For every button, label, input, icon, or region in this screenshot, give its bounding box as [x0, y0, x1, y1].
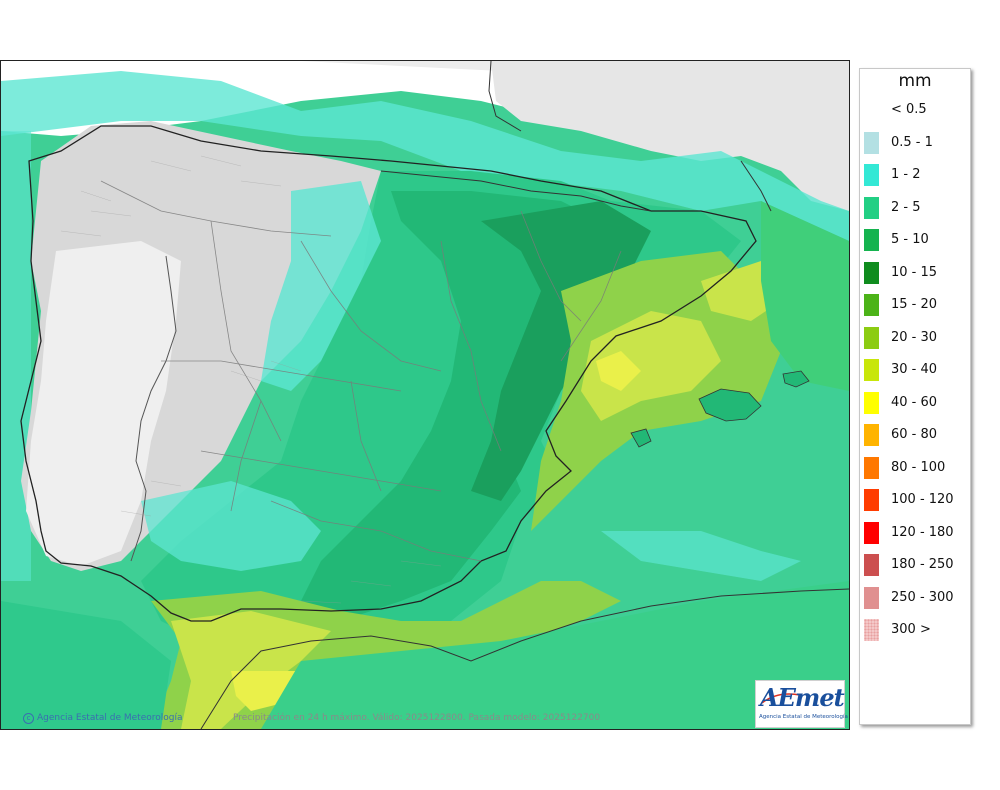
legend-swatch	[864, 586, 879, 609]
aemet-logo: AEmet Agencia Estatal de Meteorología	[755, 680, 848, 728]
credit-text: c Agencia Estatal de Meteorología	[23, 713, 183, 724]
legend-label: 2 - 5	[891, 199, 921, 215]
logo-swoosh-icon	[762, 693, 801, 704]
legend-label: 60 - 80	[891, 427, 938, 442]
logo-first-letter: A	[760, 683, 779, 712]
legend-label: 0.5 - 1	[891, 134, 933, 150]
legend-item: 2 - 5	[864, 196, 968, 219]
legend-label: 5 - 10	[891, 232, 929, 247]
legend-swatch	[864, 521, 879, 544]
legend-label: 250 - 300	[891, 589, 954, 605]
legend-label: 20 - 30	[891, 329, 938, 345]
logo-wordmark: AEmet	[760, 683, 845, 712]
legend-label: 30 - 40	[891, 362, 938, 377]
legend-swatch	[864, 326, 879, 349]
legend-swatch	[864, 229, 879, 251]
legend-item: 5 - 10	[864, 229, 968, 251]
map-caption: Precipitación en 24 h máximo. Válido: 20…	[233, 713, 601, 723]
legend-swatch	[864, 554, 879, 576]
legend-label: 10 - 15	[891, 264, 938, 280]
legend-swatch	[864, 294, 879, 316]
legend-label: 1 - 2	[891, 167, 921, 182]
legend-item: 120 - 180	[864, 521, 968, 544]
legend-swatch	[864, 619, 879, 641]
legend-item: 1 - 2	[864, 164, 968, 186]
legend-swatch	[864, 424, 879, 446]
legend-swatch	[864, 261, 879, 284]
legend-label: < 0.5	[891, 102, 927, 117]
legend-item: 20 - 30	[864, 326, 968, 349]
legend-item: 60 - 80	[864, 424, 968, 446]
legend-item: 0.5 - 1	[864, 131, 968, 154]
legend-item: 100 - 120	[864, 489, 968, 511]
legend-swatch	[864, 456, 879, 479]
legend-item: 40 - 60	[864, 391, 968, 414]
legend-item: 30 - 40	[864, 359, 968, 381]
precipitation-map-image	[1, 61, 849, 729]
logo-rest: Emet	[777, 683, 845, 712]
copyright-icon: c	[23, 713, 34, 724]
logo-subtitle: Agencia Estatal de Meteorología	[759, 714, 848, 720]
legend-item: 15 - 20	[864, 294, 968, 316]
legend-label: 100 - 120	[891, 492, 954, 507]
legend-item: 300 >	[864, 619, 968, 641]
legend-swatch	[864, 99, 879, 121]
legend-swatch	[864, 164, 879, 186]
legend-label: 180 - 250	[891, 557, 954, 572]
legend-swatch	[864, 391, 879, 414]
legend-item: 10 - 15	[864, 261, 968, 284]
legend-label: 80 - 100	[891, 459, 946, 475]
legend-item: 250 - 300	[864, 586, 968, 609]
legend-swatch	[864, 359, 879, 381]
legend-panel: mm < 0.5 0.5 - 1 1 - 2 2 - 5 5 - 10 10 - 15 15…	[859, 68, 971, 725]
credit-label: Agencia Estatal de Meteorología	[37, 713, 183, 723]
legend-swatch	[864, 196, 879, 219]
legend-item: < 0.5	[864, 99, 968, 121]
legend-label: 15 - 20	[891, 297, 938, 312]
legend-label: 40 - 60	[891, 394, 938, 410]
legend-label: 120 - 180	[891, 524, 954, 540]
precipitation-map[interactable]: c Agencia Estatal de Meteorología Precipi…	[0, 60, 850, 730]
legend-item: 180 - 250	[864, 554, 968, 576]
legend-unit: mm	[898, 71, 932, 91]
legend-swatch	[864, 489, 879, 511]
legend-item: 80 - 100	[864, 456, 968, 479]
legend-swatch	[864, 131, 879, 154]
legend-label: 300 >	[891, 622, 931, 637]
